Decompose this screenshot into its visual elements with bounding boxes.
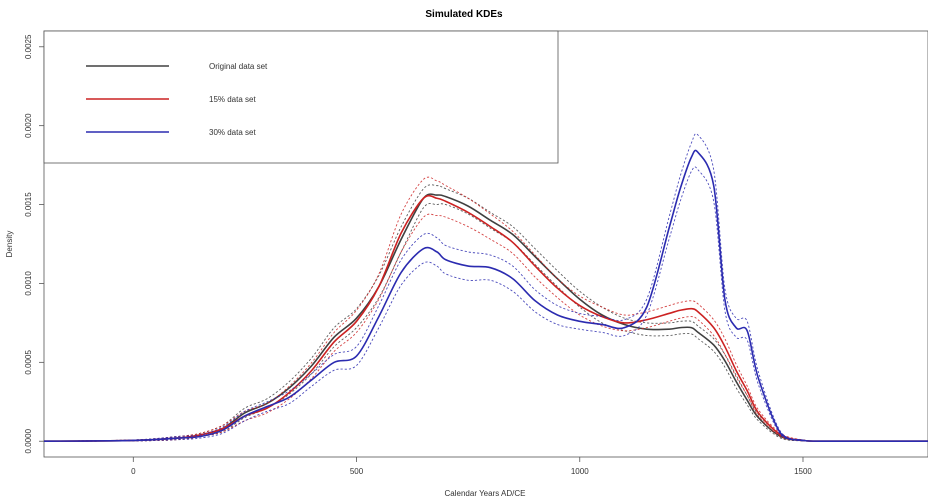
series-original-line [43,193,928,443]
y-axis-label: Density [5,231,14,258]
y-tick-label: 0.0010 [24,271,33,296]
y-tick-label: 0.0015 [24,192,33,217]
y-tick-label: 0.0000 [24,428,33,453]
series-30pct-line [43,149,928,443]
series-30pct [43,133,928,443]
legend-label-15pct: 15% data set [209,95,256,104]
series-original-lower-band [43,203,928,442]
x-tick-label: 500 [350,467,364,476]
y-tick-label: 0.0020 [24,113,33,138]
series-15pct-lower-band [43,213,928,442]
series-15pct [43,176,928,443]
x-tick-label: 0 [131,467,136,476]
legend-label-30pct: 30% data set [209,128,256,137]
y-tick-label: 0.0025 [24,34,33,59]
series-original [43,184,928,443]
series-30pct-upper-band [43,133,928,442]
legend-label-original: Original data set [209,62,268,71]
series-layer [43,133,928,443]
series-30pct-lower-band [43,166,928,442]
x-axis: 0 500 1000 1500 [131,457,812,476]
y-tick-label: 0.0005 [24,350,33,375]
series-15pct-upper-band [43,176,928,442]
series-original-upper-band [43,184,928,442]
chart-title: Simulated KDEs [425,9,503,20]
x-axis-label: Calendar Years AD/CE [445,489,526,498]
legend-box [43,30,559,164]
x-tick-label: 1000 [571,467,589,476]
y-axis: 0.0000 0.0005 0.0010 0.0015 0.0020 0.0025 [24,34,44,453]
x-tick-label: 1500 [794,467,812,476]
series-15pct-line [43,194,928,443]
legend: Original data set 15% data set 30% data se… [43,30,559,164]
